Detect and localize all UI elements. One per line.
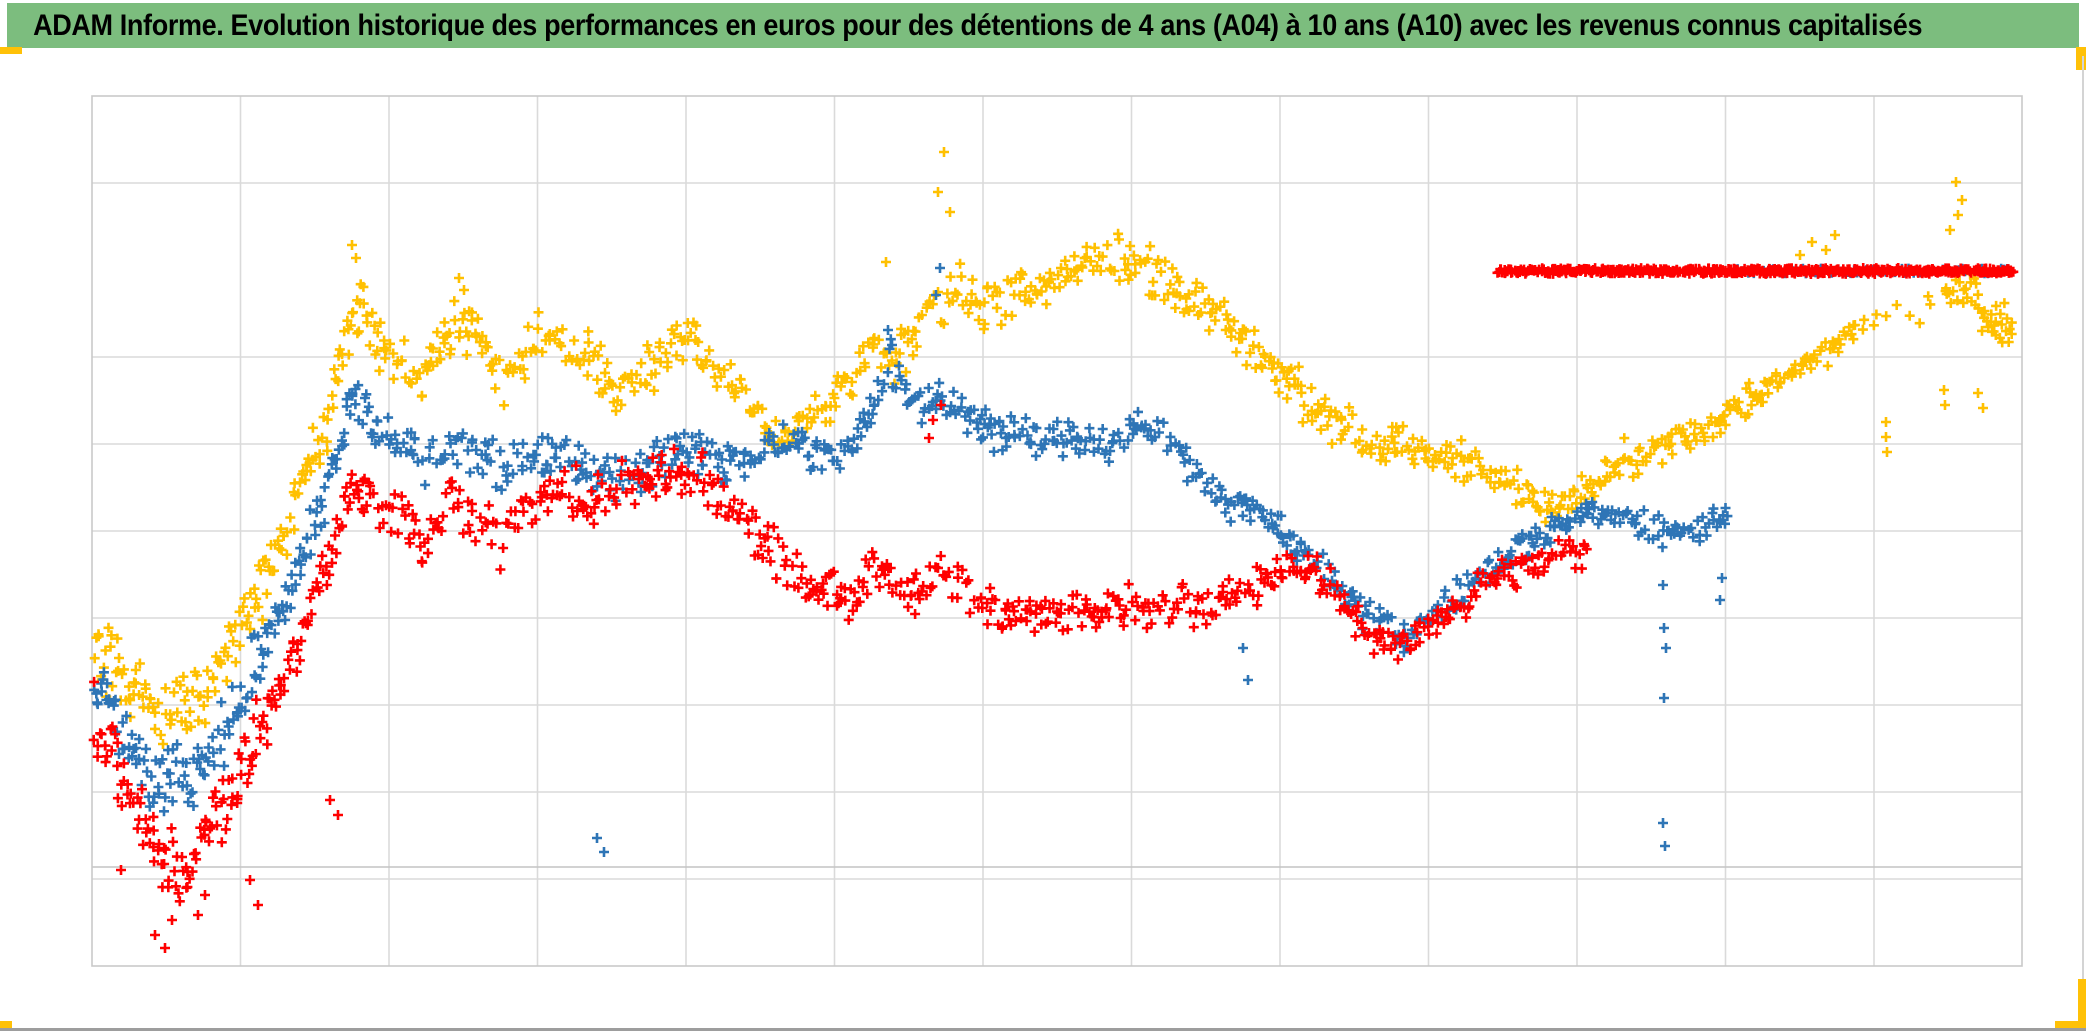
selection-accent-top-left xyxy=(0,47,22,54)
selection-accent-right-strip xyxy=(2078,979,2086,1027)
selection-accent-bottom-right xyxy=(2055,1021,2086,1028)
series-red-points xyxy=(88,263,2019,953)
scatter-chart xyxy=(88,95,2023,967)
selection-accent-bottom-left xyxy=(0,1021,12,1030)
plot-border xyxy=(91,95,2023,967)
chart-title: ADAM Informe. Evolution historique des p… xyxy=(33,9,1923,42)
chart-area[interactable] xyxy=(0,56,2086,1028)
sheet-right-edge-line xyxy=(2082,56,2084,979)
title-bar: ADAM Informe. Evolution historique des p… xyxy=(7,3,2079,48)
selection-accent-top-right xyxy=(2076,47,2086,70)
bottom-scrollbar-strip[interactable] xyxy=(0,1028,2086,1031)
series-gold-points xyxy=(89,147,2017,749)
